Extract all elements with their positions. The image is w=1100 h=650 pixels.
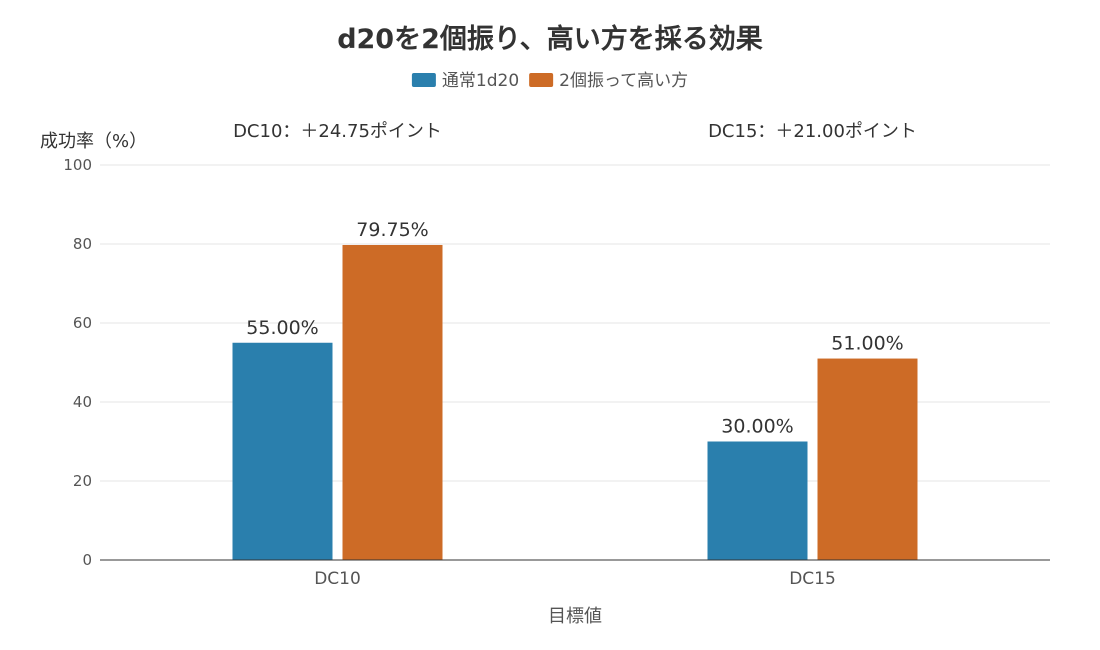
legend-item: 2個振って高い方 [529,71,688,91]
data-label: 79.75% [356,219,428,241]
bar-dc10-series-1 [342,244,443,561]
data-label: 51.00% [831,333,903,355]
y-axis-ticks: 0 20 40 60 80 100 [63,156,92,569]
bar-dc10-series-0 [232,342,333,560]
data-label: 55.00% [246,317,318,339]
annotations: DC10：＋24.75ポイント DC15：＋21.00ポイント [233,121,917,142]
data-label: 30.00% [721,416,793,438]
chart-title: d20を2個振り、高い方を採る効果 [337,23,763,55]
legend-item: 通常1d20 [411,71,519,91]
x-axis-label: 目標値 [548,606,602,627]
legend: 通常1d20 2個振って高い方 [411,71,688,91]
bars [232,244,918,561]
annotation-text: DC10：＋24.75ポイント [233,121,442,142]
x-tick-label: DC10 [314,569,361,589]
x-axis-ticks: DC10 DC15 [314,569,836,589]
y-tick-label: 60 [73,314,92,332]
bar-dc15-series-1 [817,358,918,560]
y-tick-label: 20 [73,472,92,490]
x-tick-label: DC15 [789,569,836,589]
y-axis-label: 成功率（%） [40,131,147,152]
y-tick-label: 100 [63,156,92,174]
legend-swatch [411,73,436,87]
y-tick-label: 40 [73,393,92,411]
data-labels: 55.00% 79.75% 30.00% 51.00% [246,219,903,438]
y-tick-label: 80 [73,235,92,253]
bar-dc15-series-0 [707,441,808,560]
annotation-text: DC15：＋21.00ポイント [708,121,917,142]
legend-label: 通常1d20 [442,71,519,91]
y-tick-label: 0 [82,551,92,569]
legend-label: 2個振って高い方 [559,71,688,91]
legend-swatch [529,73,554,87]
